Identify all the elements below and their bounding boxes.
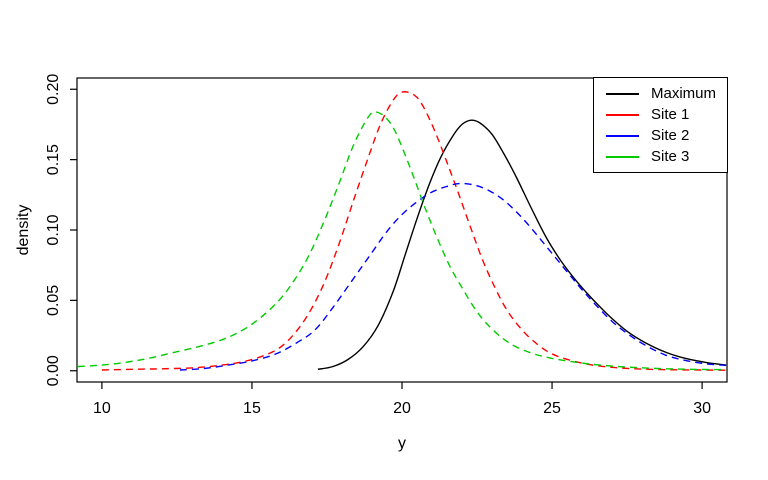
legend-label-maximum: Maximum (651, 85, 717, 102)
legend-item-maximum: Maximum (606, 83, 727, 104)
legend-line-site-1 (606, 113, 639, 116)
legend: Maximum Site 1 Site 2 Site 3 (593, 77, 728, 173)
curve-site-2 (179, 182, 727, 371)
legend-label-site-3: Site 3 (651, 148, 690, 165)
curves-group (77, 91, 727, 371)
y-tick-label: 0.20 (45, 74, 62, 105)
curve-site-1 (101, 91, 727, 371)
y-tick-label: 0.15 (45, 144, 62, 175)
x-tick-label: 20 (393, 400, 411, 417)
y-tick-label: 0.00 (45, 355, 62, 386)
curve-maximum (317, 119, 727, 370)
x-axis-title: y (398, 435, 406, 452)
legend-item-site-3: Site 3 (606, 146, 727, 167)
y-axis: 0.00 0.05 0.10 0.15 0.20 (45, 74, 77, 386)
legend-label-site-2: Site 2 (651, 127, 690, 144)
x-axis: 10 15 20 25 30 (93, 382, 711, 417)
y-tick-label: 0.05 (45, 285, 62, 316)
legend-item-site-2: Site 2 (606, 125, 727, 146)
legend-line-maximum (606, 92, 639, 95)
legend-item-site-1: Site 1 (606, 104, 727, 125)
legend-line-site-2 (606, 134, 639, 137)
legend-line-site-3 (606, 155, 639, 158)
curve-site-3 (77, 111, 727, 371)
x-tick-label: 10 (93, 400, 111, 417)
x-tick-label: 15 (243, 400, 261, 417)
x-tick-label: 30 (693, 400, 711, 417)
x-tick-label: 25 (543, 400, 561, 417)
legend-label-site-1: Site 1 (651, 106, 690, 123)
y-tick-label: 0.10 (45, 214, 62, 245)
y-axis-title: density (15, 205, 32, 256)
